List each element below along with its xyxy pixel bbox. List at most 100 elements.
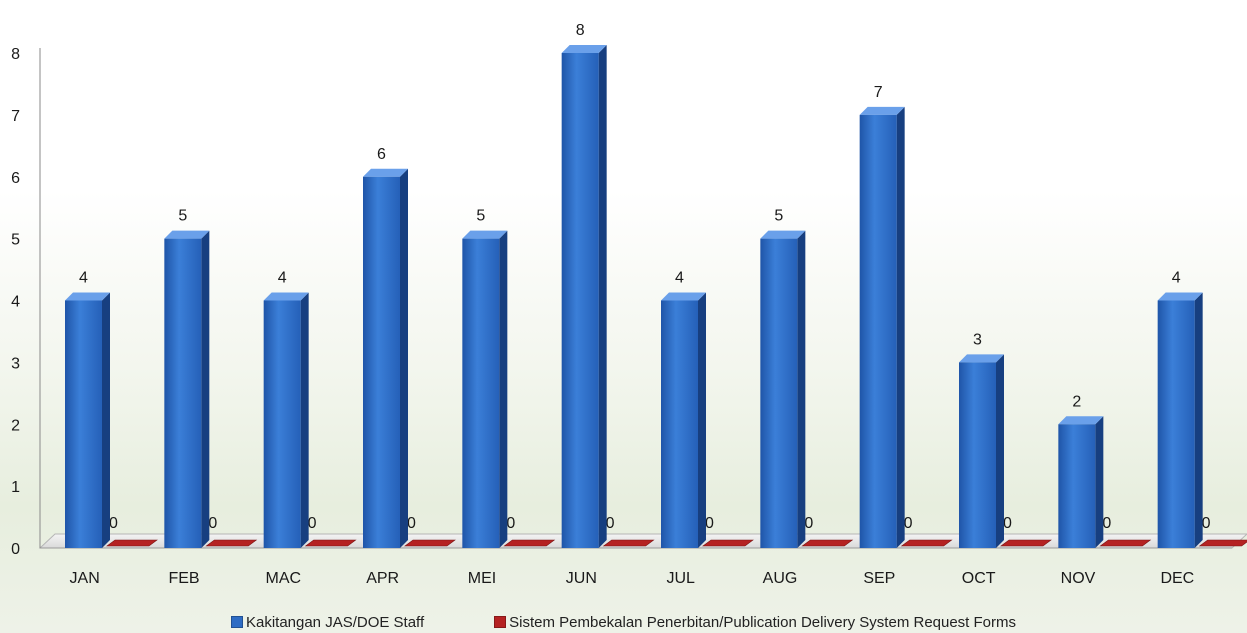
bar-staff-side [797, 230, 806, 548]
x-tick-label: OCT [962, 570, 996, 587]
y-tick-label: 8 [11, 46, 20, 63]
bar-staff-top [760, 230, 806, 239]
data-label-staff: 3 [973, 331, 982, 348]
data-label-staff: 8 [576, 22, 585, 39]
bar-staff [263, 292, 309, 548]
bar-staff-front [263, 300, 301, 548]
data-label-forms: 0 [506, 515, 515, 532]
legend-label-forms: Sistem Pembekalan Penerbitan/Publication… [509, 613, 1017, 631]
x-tick-label: MEI [468, 570, 496, 587]
data-label-staff: 6 [377, 146, 386, 163]
legend-label-staff: Kakitangan JAS/DOE Staff [245, 613, 425, 631]
bar-forms [304, 539, 357, 547]
data-label-forms: 0 [109, 515, 118, 532]
x-tick-label: SEP [863, 570, 895, 587]
bar-staff [661, 292, 706, 548]
bar-staff-front [661, 300, 698, 548]
y-tick-label: 4 [11, 294, 20, 311]
data-label-forms: 0 [1102, 515, 1111, 532]
bar-staff [1058, 416, 1104, 548]
legend-item-staff: Kakitangan JAS/DOE Staff [230, 613, 425, 631]
bar-staff-top [65, 292, 110, 301]
x-tick-label: JAN [70, 570, 100, 587]
legend-item-forms: Sistem Pembekalan Penerbitan/Publication… [494, 614, 1016, 631]
data-label-staff: 7 [874, 84, 883, 101]
bar-staff-top [1058, 416, 1104, 425]
bar-staff-side [1095, 416, 1104, 548]
bar-forms [1099, 539, 1152, 547]
bar-staff-front [1157, 300, 1195, 548]
bar-forms [900, 539, 953, 547]
data-label-forms: 0 [1202, 515, 1211, 532]
bar-staff-side [102, 292, 110, 548]
bar-staff-front [164, 238, 202, 548]
data-label-forms: 0 [308, 515, 317, 532]
bar-forms [205, 539, 258, 547]
legend-swatch-forms [494, 616, 507, 628]
data-label-forms: 0 [1003, 515, 1012, 532]
bar-staff-top [859, 106, 905, 115]
y-tick-label: 6 [11, 170, 20, 187]
x-tick-label: AUG [763, 570, 798, 587]
bar-staff-top [561, 45, 607, 53]
bar-staff-front [462, 238, 500, 548]
data-label-forms: 0 [407, 515, 416, 532]
x-tick-label: FEB [168, 570, 199, 587]
bar-forms [1000, 539, 1052, 547]
bar-staff-top [959, 354, 1004, 363]
data-label-forms: 0 [606, 515, 615, 532]
data-label-staff: 4 [79, 270, 88, 287]
y-tick-label: 5 [11, 232, 20, 249]
bar-forms [106, 539, 158, 547]
bar-staff-side [300, 292, 309, 548]
legend-swatch-staff [230, 616, 243, 628]
bar-staff-top [462, 230, 508, 239]
bar-staff-front [959, 362, 996, 548]
bar-staff [462, 230, 508, 548]
bar-staff-front [561, 53, 599, 548]
data-label-staff: 4 [675, 270, 684, 287]
bar-staff-top [363, 168, 408, 177]
bar-forms [801, 539, 854, 547]
bar-forms [404, 539, 456, 547]
x-tick-label: MAC [266, 570, 302, 587]
bar-staff-side [896, 106, 905, 548]
y-tick-label: 2 [11, 417, 20, 434]
bar-staff-side [201, 230, 210, 548]
bar-staff [164, 230, 210, 548]
bar-staff-front [1058, 424, 1096, 548]
bar-staff-top [661, 292, 706, 301]
x-tick-label: NOV [1061, 570, 1096, 587]
y-tick-label: 1 [11, 479, 20, 496]
data-label-forms: 0 [904, 515, 913, 532]
x-tick-label: APR [366, 570, 399, 587]
bar-staff-top [263, 292, 309, 301]
bar-staff-front [859, 114, 897, 548]
bar-staff-front [760, 238, 798, 548]
bar-staff-side [598, 45, 607, 548]
bar-forms [602, 539, 655, 547]
bar-staff-side [400, 168, 408, 548]
legend: Kakitangan JAS/DOE Staff Sistem Pembekal… [0, 612, 1247, 632]
y-tick-label: 3 [11, 355, 20, 372]
x-tick-label: JUN [566, 570, 597, 587]
bar-staff-side [499, 230, 508, 548]
bar-staff [561, 45, 607, 548]
data-label-staff: 5 [178, 208, 187, 225]
bar-staff-side [698, 292, 706, 548]
x-tick-label: DEC [1160, 570, 1194, 587]
bar-staff-top [164, 230, 210, 239]
data-label-staff: 2 [1072, 393, 1081, 410]
bar-chart-plot: 0 1 2 3 4 5 6 7 8 0 4 JAN 0 5 FEB 0 4 MAC 0 6 APR 0 5 MEI 0 8 JUN 0… [11, 22, 1247, 587]
y-tick-label: 7 [11, 108, 20, 125]
data-label-forms: 0 [208, 515, 217, 532]
bar-staff [65, 292, 110, 548]
bar-forms [702, 539, 754, 547]
data-label-staff: 5 [774, 208, 783, 225]
data-label-forms: 0 [804, 515, 813, 532]
bar-staff-side [1194, 292, 1203, 548]
bar-staff [1157, 292, 1203, 548]
bar-staff [859, 106, 905, 548]
bar-staff-top [1157, 292, 1203, 301]
